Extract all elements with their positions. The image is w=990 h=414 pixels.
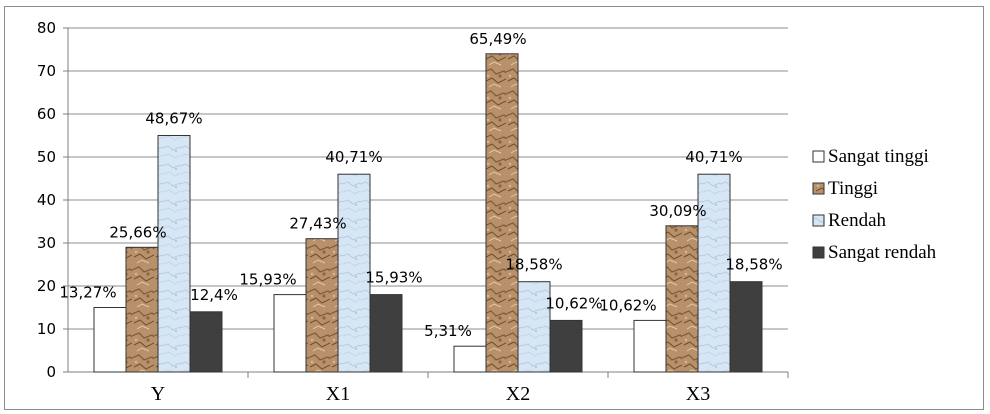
data-label: 40,71% [685, 148, 742, 166]
legend-swatch [812, 150, 825, 163]
legend-label: Sangat rendah [828, 242, 937, 263]
data-label: 65,49% [469, 30, 526, 48]
data-label: 40,71% [325, 148, 382, 166]
y-tick-label: 20 [37, 277, 56, 295]
bar-x2-sangat-rendah [549, 319, 583, 373]
data-label: 10,62% [599, 296, 656, 314]
bar-y-rendah [157, 135, 191, 373]
bar-x3-tinggi [665, 225, 699, 373]
bar-x3-sangat-tinggi [633, 319, 667, 373]
y-tick-label: 70 [37, 62, 56, 80]
data-label: 10,62% [545, 294, 602, 312]
bar-x3-sangat-rendah [729, 281, 763, 373]
bar-y-sangat-tinggi [93, 307, 127, 373]
data-label: 15,93% [239, 271, 296, 289]
x-axis-ticks: Y X1 X2 X3 [151, 372, 789, 405]
bar-x2-rendah [517, 281, 551, 373]
y-tick-label: 60 [37, 105, 56, 123]
y-tick-label: 30 [37, 234, 56, 252]
x-tick-label: X1 [326, 383, 350, 405]
legend-label: Tinggi [828, 178, 878, 199]
bar-x2-sangat-tinggi [453, 345, 487, 373]
legend-label: Sangat tinggi [828, 146, 929, 167]
y-tick-label: 80 [37, 19, 56, 37]
data-label: 5,31% [424, 322, 472, 340]
legend-label: Rendah [828, 210, 887, 231]
legend-swatch [812, 246, 825, 259]
y-tick-label: 50 [37, 148, 56, 166]
y-axis-ticks: 0 10 20 30 40 50 60 70 80 [37, 19, 68, 381]
data-label: 15,93% [365, 269, 422, 287]
data-label: 13,27% [59, 284, 116, 302]
x-tick-label: X3 [686, 383, 710, 405]
bar-x1-rendah [337, 173, 371, 373]
data-label: 30,09% [649, 202, 706, 220]
bar-x1-tinggi [305, 238, 339, 373]
bar-x1-sangat-rendah [369, 294, 403, 373]
bar-x2-tinggi [485, 53, 519, 373]
bar-y-tinggi [125, 246, 159, 373]
data-label: 18,58% [505, 256, 562, 274]
x-tick-label: X2 [506, 383, 530, 405]
y-tick-label: 40 [37, 191, 56, 209]
data-labels: 13,27%25,66%48,67%12,4%15,93%27,43%40,71… [59, 30, 782, 340]
bar-x3-rendah [697, 173, 731, 373]
y-tick-label: 10 [37, 320, 56, 338]
legend-swatch [812, 214, 825, 227]
data-label: 48,67% [145, 110, 202, 128]
data-label: 18,58% [725, 256, 782, 274]
data-label: 12,4% [190, 286, 238, 304]
x-tick-label: Y [151, 383, 165, 405]
bar-y-sangat-rendah [189, 311, 223, 373]
legend-swatch [812, 182, 825, 195]
y-tick-label: 0 [46, 363, 56, 381]
data-label: 27,43% [289, 215, 346, 233]
bar-x1-sangat-tinggi [273, 294, 307, 373]
legend: Sangat tinggi Tinggi Rendah Sangat rendah [812, 146, 937, 263]
data-label: 25,66% [109, 223, 166, 241]
bars [93, 53, 763, 373]
